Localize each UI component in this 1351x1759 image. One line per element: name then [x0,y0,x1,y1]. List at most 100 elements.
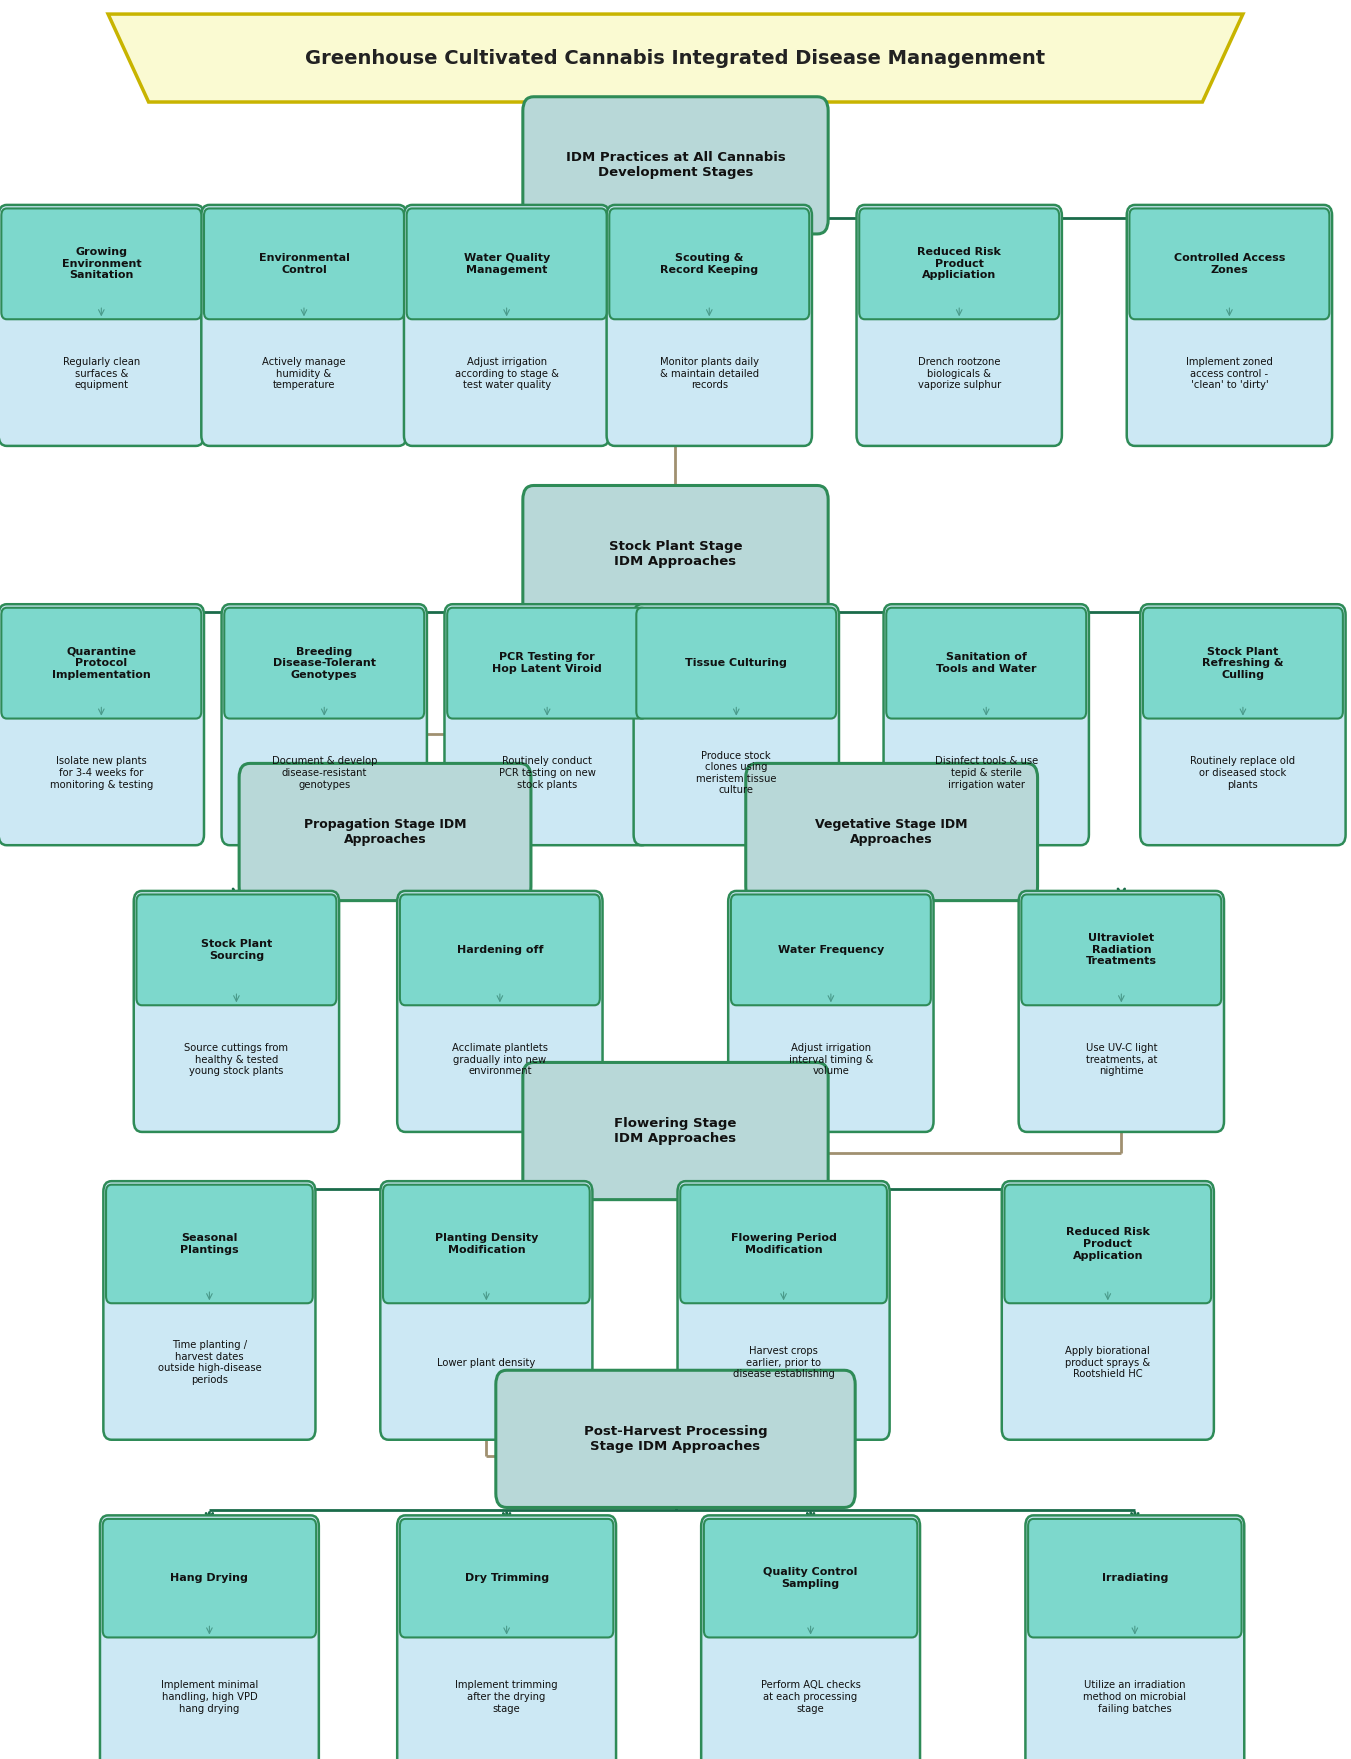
Text: Stock Plant Stage
IDM Approaches: Stock Plant Stage IDM Approaches [609,540,742,568]
FancyBboxPatch shape [105,1186,313,1303]
FancyBboxPatch shape [1140,605,1346,846]
Text: Monitor plants daily
& maintain detailed
records: Monitor plants daily & maintain detailed… [659,357,759,390]
Text: Utilize an irradiation
method on microbial
failing batches: Utilize an irradiation method on microbi… [1084,1680,1186,1713]
FancyBboxPatch shape [1021,894,1221,1006]
FancyBboxPatch shape [400,1518,613,1638]
Text: Isolate new plants
for 3-4 weeks for
monitoring & testing: Isolate new plants for 3-4 weeks for mon… [50,756,153,790]
Text: Quarantine
Protocol
Implementation: Quarantine Protocol Implementation [51,647,151,679]
Text: Vegetative Stage IDM
Approaches: Vegetative Stage IDM Approaches [816,818,967,846]
FancyBboxPatch shape [1129,209,1329,320]
FancyBboxPatch shape [103,1518,316,1638]
Text: Implement trimming
after the drying
stage: Implement trimming after the drying stag… [455,1680,558,1713]
FancyBboxPatch shape [523,97,828,234]
FancyBboxPatch shape [1001,1182,1213,1439]
FancyBboxPatch shape [407,209,607,320]
Text: Reduced Risk
Product
Appliciation: Reduced Risk Product Appliciation [917,248,1001,280]
FancyBboxPatch shape [680,1186,886,1303]
FancyBboxPatch shape [1019,890,1224,1133]
Text: Source cuttings from
healthy & tested
young stock plants: Source cuttings from healthy & tested yo… [185,1043,288,1077]
Text: Environmental
Control: Environmental Control [258,253,350,274]
FancyBboxPatch shape [447,609,647,719]
Text: Reduced Risk
Product
Application: Reduced Risk Product Application [1066,1228,1150,1261]
Text: Growing
Environment
Sanitation: Growing Environment Sanitation [62,248,141,280]
Text: PCR Testing for
Hop Latent Viroid: PCR Testing for Hop Latent Viroid [492,653,603,674]
FancyBboxPatch shape [636,609,836,719]
Text: Stock Plant
Sourcing: Stock Plant Sourcing [201,939,272,960]
FancyBboxPatch shape [609,209,809,320]
FancyBboxPatch shape [400,894,600,1006]
Text: Regularly clean
surfaces &
equipment: Regularly clean surfaces & equipment [62,357,141,390]
FancyBboxPatch shape [857,206,1062,447]
Text: Document & develop
disease-resistant
genotypes: Document & develop disease-resistant gen… [272,756,377,790]
FancyBboxPatch shape [746,763,1038,901]
Text: Greenhouse Cultivated Cannabis Integrated Disease Managenment: Greenhouse Cultivated Cannabis Integrate… [305,49,1046,67]
FancyBboxPatch shape [677,1182,889,1439]
FancyBboxPatch shape [1028,1518,1242,1638]
Text: Flowering Stage
IDM Approaches: Flowering Stage IDM Approaches [615,1117,736,1145]
FancyBboxPatch shape [884,605,1089,846]
FancyBboxPatch shape [1143,609,1343,719]
Text: Perform AQL checks
at each processing
stage: Perform AQL checks at each processing st… [761,1680,861,1713]
FancyBboxPatch shape [634,605,839,846]
Text: Implement zoned
access control -
'clean' to 'dirty': Implement zoned access control - 'clean'… [1186,357,1273,390]
Text: Quality Control
Sampling: Quality Control Sampling [763,1567,858,1588]
FancyBboxPatch shape [103,1182,316,1439]
FancyBboxPatch shape [1,209,201,320]
FancyBboxPatch shape [523,1062,828,1200]
Text: Time planting /
harvest dates
outside high-disease
periods: Time planting / harvest dates outside hi… [158,1340,261,1384]
FancyBboxPatch shape [204,209,404,320]
FancyBboxPatch shape [404,206,609,447]
Text: Post-Harvest Processing
Stage IDM Approaches: Post-Harvest Processing Stage IDM Approa… [584,1425,767,1453]
Text: Use UV-C light
treatments, at
nightime: Use UV-C light treatments, at nightime [1086,1043,1156,1077]
FancyBboxPatch shape [0,605,204,846]
FancyBboxPatch shape [1025,1514,1244,1759]
Text: Adjust irrigation
interval timing &
volume: Adjust irrigation interval timing & volu… [789,1043,873,1077]
FancyBboxPatch shape [222,605,427,846]
FancyBboxPatch shape [607,206,812,447]
Text: Planting Density
Modification: Planting Density Modification [435,1233,538,1254]
Text: Apply biorational
product sprays &
Rootshield HC: Apply biorational product sprays & Roots… [1065,1346,1151,1379]
Text: Implement minimal
handling, high VPD
hang drying: Implement minimal handling, high VPD han… [161,1680,258,1713]
Text: Hardening off: Hardening off [457,945,543,955]
FancyBboxPatch shape [1004,1186,1210,1303]
Text: Harvest crops
earlier, prior to
disease establishing: Harvest crops earlier, prior to disease … [732,1346,835,1379]
Text: Water Frequency: Water Frequency [778,945,884,955]
Text: Tissue Culturing: Tissue Culturing [685,658,788,668]
FancyBboxPatch shape [728,890,934,1133]
Text: Propagation Stage IDM
Approaches: Propagation Stage IDM Approaches [304,818,466,846]
FancyBboxPatch shape [100,1514,319,1759]
FancyBboxPatch shape [397,1514,616,1759]
Text: Disinfect tools & use
tepid & sterile
irrigation water: Disinfect tools & use tepid & sterile ir… [935,756,1038,790]
Text: Sanitation of
Tools and Water: Sanitation of Tools and Water [936,653,1036,674]
FancyBboxPatch shape [384,1186,589,1303]
FancyBboxPatch shape [496,1370,855,1507]
FancyBboxPatch shape [134,890,339,1133]
Text: Adjust irrigation
according to stage &
test water quality: Adjust irrigation according to stage & t… [455,357,558,390]
Text: Actively manage
humidity &
temperature: Actively manage humidity & temperature [262,357,346,390]
FancyBboxPatch shape [397,890,603,1133]
Text: Routinely replace old
or diseased stock
plants: Routinely replace old or diseased stock … [1190,756,1296,790]
Text: Breeding
Disease-Tolerant
Genotypes: Breeding Disease-Tolerant Genotypes [273,647,376,679]
FancyBboxPatch shape [0,206,204,447]
FancyBboxPatch shape [701,1514,920,1759]
Text: Acclimate plantlets
gradually into new
environment: Acclimate plantlets gradually into new e… [451,1043,549,1077]
Text: Seasonal
Plantings: Seasonal Plantings [180,1233,239,1254]
FancyBboxPatch shape [704,1518,917,1638]
Text: Routinely conduct
PCR testing on new
stock plants: Routinely conduct PCR testing on new sto… [499,756,596,790]
Text: Stock Plant
Refreshing &
Culling: Stock Plant Refreshing & Culling [1202,647,1283,679]
Text: IDM Practices at All Cannabis
Development Stages: IDM Practices at All Cannabis Developmen… [566,151,785,179]
Text: Scouting &
Record Keeping: Scouting & Record Keeping [661,253,758,274]
Text: Hang Drying: Hang Drying [170,1573,249,1583]
Text: Water Quality
Management: Water Quality Management [463,253,550,274]
FancyBboxPatch shape [1,609,201,719]
Text: Drench rootzone
biologicals &
vaporize sulphur: Drench rootzone biologicals & vaporize s… [917,357,1001,390]
Text: Ultraviolet
Radiation
Treatments: Ultraviolet Radiation Treatments [1086,934,1156,966]
FancyBboxPatch shape [444,605,650,846]
FancyBboxPatch shape [239,763,531,901]
Polygon shape [108,14,1243,102]
FancyBboxPatch shape [886,609,1086,719]
Text: Produce stock
clones using
meristem tissue
culture: Produce stock clones using meristem tiss… [696,751,777,795]
FancyBboxPatch shape [859,209,1059,320]
FancyBboxPatch shape [201,206,407,447]
FancyBboxPatch shape [731,894,931,1006]
